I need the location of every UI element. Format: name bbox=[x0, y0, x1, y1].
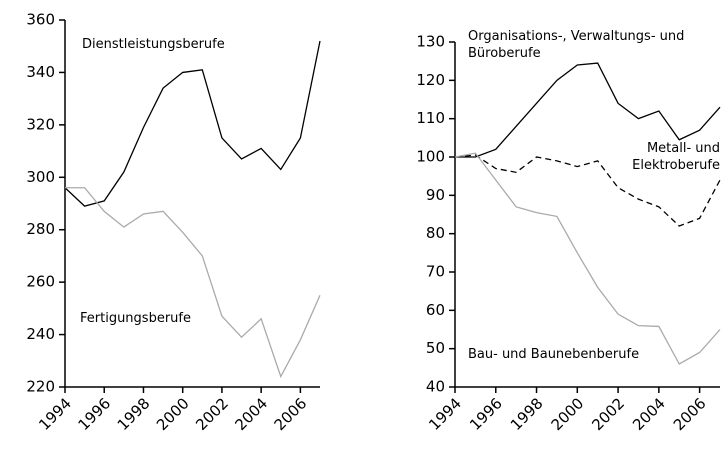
series-line bbox=[454, 154, 721, 227]
y-tick-label: 90 bbox=[426, 186, 445, 204]
x-tick-label: 2006 bbox=[271, 394, 311, 434]
x-tick-label: 2004 bbox=[231, 394, 271, 434]
series-label: Organisations-, Verwaltungs- und Bürober… bbox=[468, 29, 685, 61]
series-line bbox=[64, 40, 321, 207]
x-tick-label: 1996 bbox=[466, 394, 506, 434]
series-label: Dienstleistungsberufe bbox=[82, 37, 225, 52]
y-tick-label: 260 bbox=[26, 273, 55, 291]
x-tick-label: 2000 bbox=[548, 394, 588, 434]
x-tick-label: 1998 bbox=[114, 394, 154, 434]
y-tick-label: 70 bbox=[426, 263, 445, 281]
y-tick-label: 240 bbox=[26, 325, 55, 343]
series-line bbox=[454, 152, 721, 365]
x-tick-label: 1996 bbox=[75, 394, 115, 434]
series-label: Fertigungsberufe bbox=[80, 311, 191, 326]
y-tick-label: 300 bbox=[26, 168, 55, 186]
x-tick-label: 2000 bbox=[153, 394, 193, 434]
x-tick-label: 1994 bbox=[35, 394, 75, 434]
x-tick-label: 2006 bbox=[670, 394, 710, 434]
y-tick-label: 360 bbox=[26, 11, 55, 29]
x-tick-label: 2004 bbox=[629, 394, 669, 434]
y-tick-label: 320 bbox=[26, 115, 55, 133]
y-tick-label: 40 bbox=[426, 378, 445, 396]
series-line bbox=[65, 187, 321, 379]
y-tick-label: 340 bbox=[26, 63, 55, 81]
x-tick-label: 2002 bbox=[588, 394, 628, 434]
x-tick-label: 1994 bbox=[425, 394, 465, 434]
y-tick-label: 60 bbox=[426, 301, 445, 319]
series-line bbox=[455, 62, 721, 158]
series-label: Metall- und Elektroberufe bbox=[632, 141, 720, 173]
y-tick-label: 110 bbox=[416, 109, 445, 127]
y-tick-label: 220 bbox=[26, 378, 55, 396]
x-tick-label: 2002 bbox=[192, 394, 232, 434]
y-tick-label: 80 bbox=[426, 224, 445, 242]
y-tick-label: 120 bbox=[416, 71, 445, 89]
y-tick-label: 50 bbox=[426, 339, 445, 357]
y-tick-label: 130 bbox=[416, 33, 445, 51]
y-tick-label: 280 bbox=[26, 220, 55, 238]
series-label: Bau- und Baunebenberufe bbox=[468, 347, 640, 362]
x-tick-label: 1998 bbox=[507, 394, 547, 434]
y-tick-label: 100 bbox=[416, 148, 445, 166]
